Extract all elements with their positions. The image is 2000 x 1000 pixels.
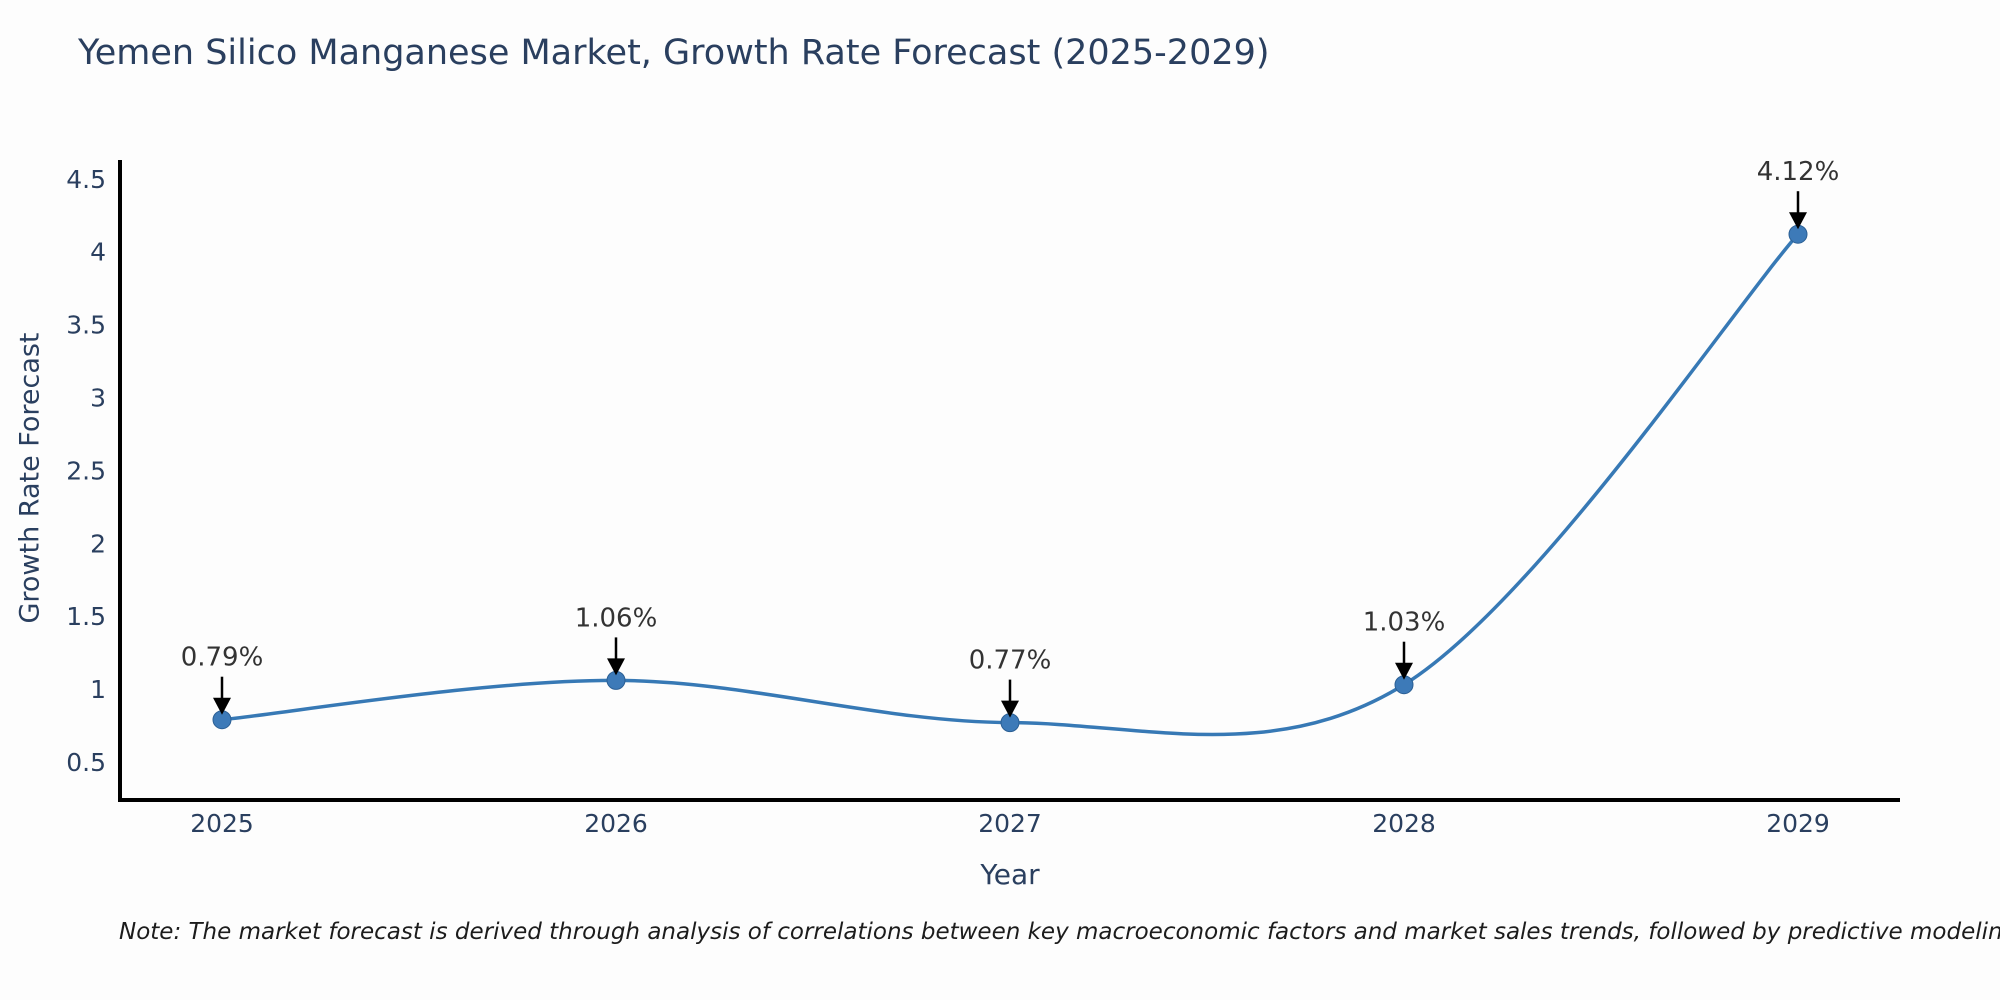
annotation-arrowhead-icon (1395, 662, 1413, 680)
y-tick-label: 3.5 (66, 311, 106, 340)
annotation-arrowhead-icon (1001, 700, 1019, 718)
x-tick-label: 2027 (978, 809, 1042, 838)
y-tick-label: 4.5 (66, 165, 106, 194)
x-tick-label: 2029 (1766, 809, 1830, 838)
y-tick-label: 3 (90, 384, 106, 413)
x-axis-title: Year (980, 858, 1040, 891)
annotation-arrowhead-icon (1789, 212, 1807, 230)
point-value-label: 0.77% (969, 646, 1052, 676)
forecast-line (220, 232, 1800, 737)
footnote: Note: The market forecast is derived thr… (119, 919, 2000, 945)
y-tick-label: 4 (90, 238, 106, 267)
y-tick-label: 1 (90, 675, 106, 704)
y-tick-label: 0.5 (66, 748, 106, 777)
point-value-label: 4.12% (1757, 157, 1840, 187)
point-value-label: 0.79% (181, 643, 264, 673)
y-tick-label: 2.5 (66, 456, 106, 485)
x-tick-label: 2028 (1372, 809, 1436, 838)
point-value-label: 1.06% (575, 603, 658, 633)
x-tick-label: 2026 (584, 809, 648, 838)
annotation-arrowhead-icon (607, 658, 625, 676)
point-value-label: 1.03% (1363, 608, 1446, 638)
chart-title: Yemen Silico Manganese Market, Growth Ra… (78, 33, 1270, 73)
y-tick-label: 1.5 (66, 602, 106, 631)
annotation-arrowhead-icon (213, 697, 231, 715)
x-tick-label: 2025 (190, 809, 254, 838)
y-tick-label: 2 (90, 529, 106, 558)
